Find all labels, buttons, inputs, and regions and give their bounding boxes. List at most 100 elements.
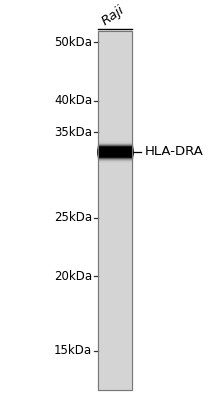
Bar — [98, 125, 132, 128]
Text: HLA-DRA: HLA-DRA — [145, 145, 204, 158]
Bar — [98, 141, 132, 144]
Bar — [98, 162, 132, 164]
Bar — [98, 146, 132, 150]
Text: 20kDa: 20kDa — [54, 270, 92, 283]
Bar — [98, 160, 132, 163]
Bar — [98, 144, 132, 147]
Bar — [98, 150, 132, 153]
Bar — [98, 166, 132, 170]
Bar — [98, 173, 132, 176]
Bar — [98, 179, 132, 182]
Bar — [98, 170, 132, 173]
Bar — [98, 153, 132, 158]
Bar — [98, 148, 132, 153]
Bar — [98, 151, 132, 156]
Bar — [98, 156, 132, 160]
Bar — [98, 148, 132, 152]
Bar — [98, 159, 132, 162]
Bar — [98, 176, 132, 179]
Bar — [98, 145, 132, 150]
Bar — [98, 148, 132, 151]
Bar — [98, 132, 132, 135]
Bar — [98, 147, 132, 151]
Text: 15kDa: 15kDa — [54, 344, 92, 357]
Bar — [98, 150, 132, 155]
Bar — [98, 146, 132, 151]
Bar — [98, 134, 132, 137]
Bar — [98, 154, 132, 157]
Bar — [98, 161, 132, 164]
Bar — [98, 124, 132, 127]
Bar — [98, 142, 132, 144]
Bar — [98, 148, 132, 153]
Bar — [98, 154, 132, 158]
Bar — [98, 174, 132, 178]
Bar — [98, 149, 132, 154]
Bar — [98, 136, 132, 140]
Bar — [98, 178, 132, 181]
Bar — [98, 164, 132, 167]
Bar — [98, 31, 132, 390]
Bar — [98, 177, 132, 180]
Bar — [98, 169, 132, 172]
Bar — [98, 175, 132, 178]
Bar — [98, 164, 132, 168]
Bar — [98, 162, 132, 165]
Bar — [98, 166, 132, 169]
Bar — [98, 137, 132, 140]
Bar — [98, 159, 132, 162]
Bar — [98, 128, 132, 131]
Bar — [98, 151, 132, 154]
Bar — [98, 148, 132, 152]
Bar — [98, 146, 132, 151]
Bar — [98, 153, 132, 158]
Bar — [98, 149, 132, 152]
Text: 40kDa: 40kDa — [54, 94, 92, 107]
Bar — [98, 129, 132, 132]
Bar — [98, 153, 132, 156]
Bar — [98, 126, 132, 129]
Bar — [98, 158, 132, 161]
Bar — [98, 145, 132, 148]
Bar — [98, 151, 132, 156]
Bar — [98, 167, 132, 170]
Bar — [98, 174, 132, 177]
Bar — [98, 124, 132, 127]
Bar — [98, 147, 132, 152]
Bar — [98, 152, 132, 156]
Bar — [98, 163, 132, 166]
Bar — [98, 142, 132, 145]
Bar — [98, 138, 132, 141]
Bar — [98, 136, 132, 139]
Bar — [98, 154, 132, 158]
Text: Raji: Raji — [100, 3, 127, 28]
Bar — [98, 155, 132, 158]
Bar — [98, 172, 132, 175]
Bar — [98, 134, 132, 137]
Bar — [98, 131, 132, 134]
Bar — [98, 131, 132, 134]
Bar — [98, 176, 132, 180]
Bar — [98, 172, 132, 175]
Bar — [98, 130, 132, 133]
Bar — [98, 154, 132, 159]
Bar — [98, 157, 132, 160]
Bar — [98, 150, 132, 154]
Bar — [98, 145, 132, 150]
Bar — [98, 156, 132, 159]
Bar — [98, 147, 132, 150]
Bar — [98, 147, 132, 152]
Text: 50kDa: 50kDa — [54, 36, 92, 49]
Bar — [98, 165, 132, 168]
Bar — [98, 169, 132, 172]
Bar — [98, 146, 132, 150]
Bar — [98, 152, 132, 157]
Bar — [98, 146, 132, 149]
Bar — [98, 148, 132, 152]
Bar — [98, 133, 132, 136]
Bar — [98, 122, 132, 125]
Bar — [98, 144, 132, 147]
Bar — [98, 168, 132, 171]
Bar — [98, 154, 132, 158]
Bar — [98, 149, 132, 154]
